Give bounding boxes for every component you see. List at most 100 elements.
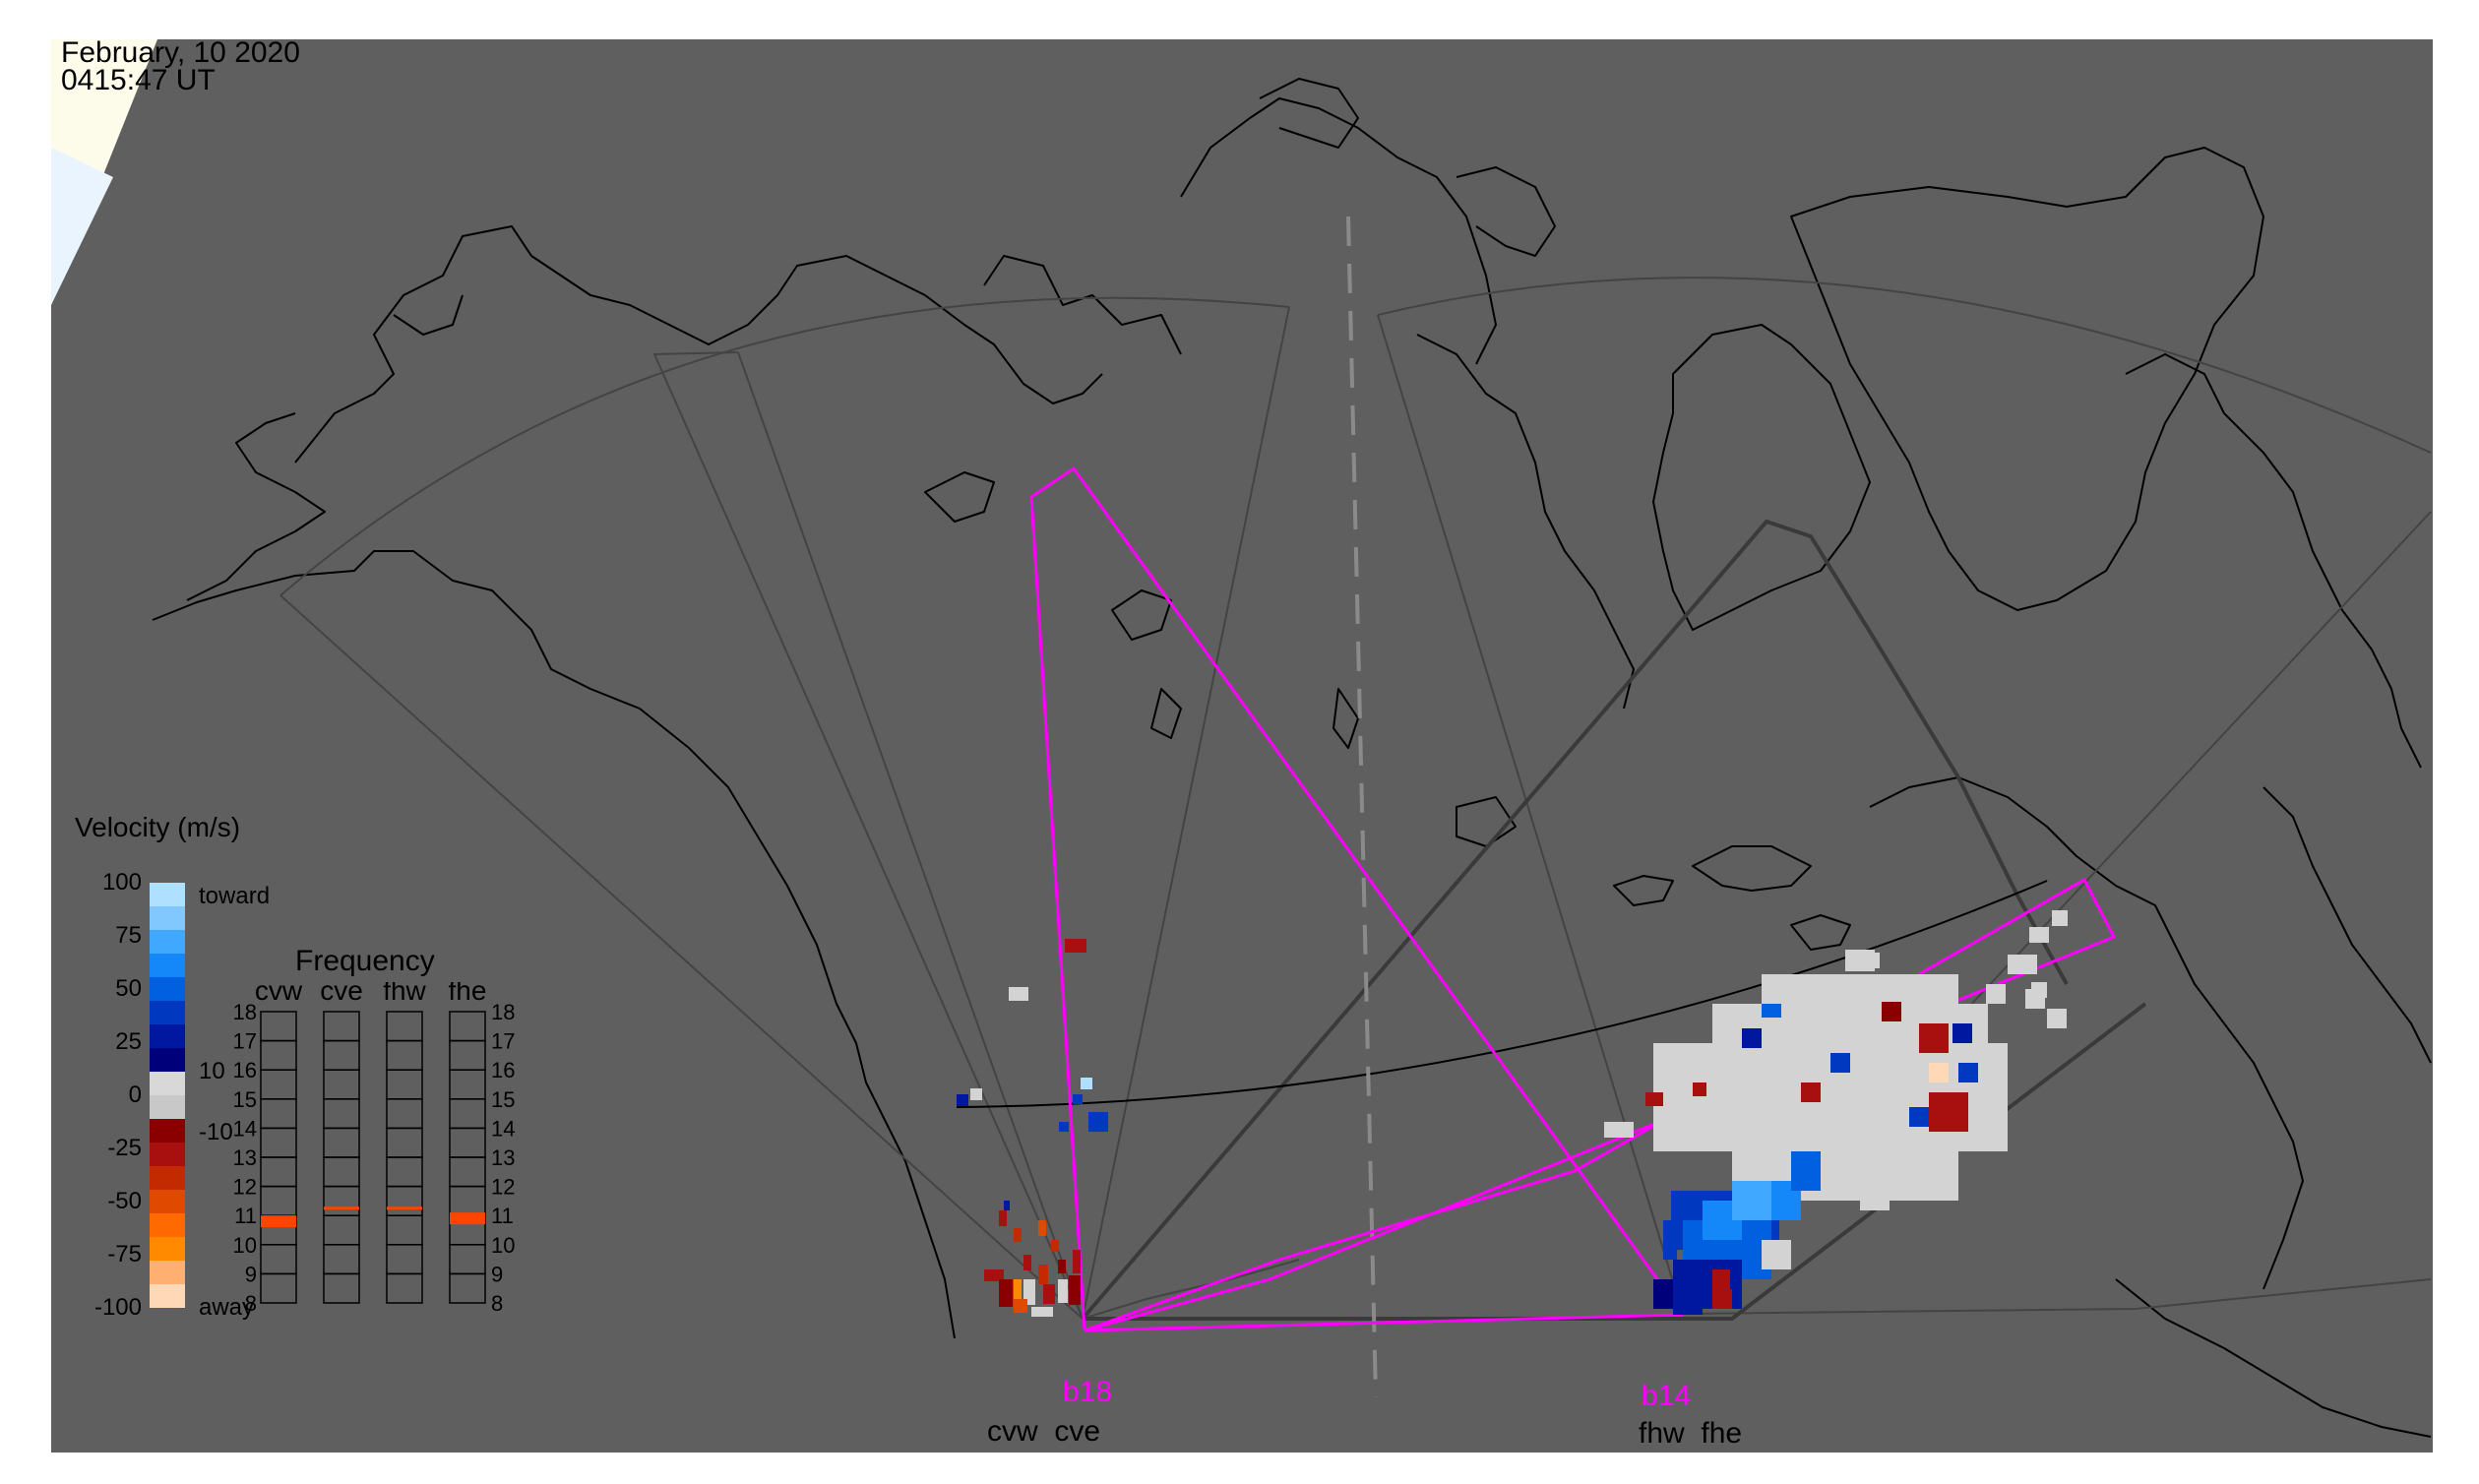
- frequency-active-bar: [324, 1206, 359, 1210]
- frequency-cell: [323, 1127, 360, 1158]
- frequency-cell: [449, 1244, 486, 1275]
- frequency-tick-label: 9: [245, 1262, 257, 1286]
- frequency-tick-label: 17: [491, 1029, 515, 1054]
- radar-label-cv: cvw cve: [987, 1348, 1100, 1482]
- frequency-cell: [260, 1272, 297, 1304]
- colorbar-segment: [150, 1143, 185, 1166]
- colorbar-segment: [150, 930, 185, 954]
- frequency-cell: [260, 1069, 297, 1100]
- colorbar-segment: [150, 1072, 185, 1095]
- frequency-tick-label: 17: [233, 1029, 257, 1054]
- frequency-cell: [323, 1098, 360, 1130]
- frequency-cell: [386, 1098, 423, 1130]
- frequency-tick-label: 16: [233, 1058, 257, 1082]
- colorbar-segment: [150, 1190, 185, 1213]
- velocity-colorbar: [150, 883, 185, 1308]
- frequency-cell: [386, 1244, 423, 1275]
- dashed-meridian: [1346, 216, 1378, 1398]
- frequency-active-bar: [387, 1206, 422, 1210]
- frequency-tick-label: 10: [233, 1233, 257, 1258]
- radar-beam-fh: b14: [1642, 1380, 1692, 1412]
- frequency-cell: [260, 1127, 297, 1158]
- frequency-tick-label: 15: [233, 1087, 257, 1112]
- frequency-tick-label: 16: [491, 1058, 515, 1082]
- frequency-cell: [449, 1156, 486, 1188]
- frequency-column-label: cve: [320, 982, 363, 1006]
- velocity-tick-label: 100: [101, 869, 142, 896]
- frequency-tick-label: 11: [234, 1204, 257, 1228]
- colorbar-segment: [150, 1261, 185, 1284]
- frequency-tick-label: 11: [491, 1204, 514, 1228]
- velocity-tick-label: 25: [115, 1028, 142, 1055]
- frequency-tick-label: 10: [491, 1233, 515, 1258]
- colorbar-segment: [150, 1024, 185, 1048]
- velocity-away-label: away: [199, 1294, 255, 1321]
- radar-codes-cv: cvw cve: [987, 1415, 1101, 1448]
- frequency-cell: [386, 1011, 423, 1042]
- frequency-active-bar: [450, 1212, 485, 1225]
- frequency-cell: [323, 1011, 360, 1042]
- backscatter-cvw: [957, 939, 1108, 1317]
- frequency-panel: Frequency cvw cve fhw fhe 18 18 17 17 16 16 15 15 14…: [226, 945, 531, 1338]
- frequency-cell: [386, 1069, 423, 1100]
- frequency-cell: [323, 1156, 360, 1188]
- frequency-cell: [323, 1272, 360, 1304]
- colorbar-segment: [150, 906, 185, 930]
- frequency-cell: [386, 1272, 423, 1304]
- colorbar-segment: [150, 1284, 185, 1308]
- colorbar-segment: [150, 883, 185, 906]
- frequency-cell: [323, 1069, 360, 1100]
- colorbar-segment: [150, 1095, 185, 1119]
- frequency-column-label: cvw: [255, 982, 303, 1006]
- colorbar-segment: [150, 1001, 185, 1024]
- frequency-tick-label: 13: [233, 1145, 257, 1170]
- frequency-cell: [323, 1214, 360, 1246]
- frequency-tick-label: 14: [491, 1116, 515, 1141]
- colorbar-segment: [150, 1237, 185, 1261]
- frequency-tick-label: 18: [233, 1000, 257, 1024]
- frequency-columns: cvw cve fhw fhe 18 18 17 17 16 16 15 15 14 14 13 13 12 12…: [226, 975, 531, 1336]
- velocity-tick-label: -25: [107, 1135, 142, 1161]
- velocity-tick-label: -50: [107, 1188, 142, 1214]
- frequency-cell: [386, 1156, 423, 1188]
- frequency-tick-label: 8: [491, 1291, 503, 1316]
- colorbar-segment: [150, 1119, 185, 1143]
- frequency-cell: [260, 1244, 297, 1275]
- timestamp: February, 10 2020 0415:47 UT: [61, 36, 300, 95]
- radar-beam-cv: b18: [1063, 1376, 1113, 1408]
- velocity-tick-label: 50: [115, 975, 142, 1002]
- frequency-cell: [449, 1185, 486, 1216]
- frequency-cell: [386, 1039, 423, 1071]
- velocity-toward-label: toward: [199, 883, 271, 909]
- velocity-ticks: 100 75 50 25 0 -25 -50 -75 -100: [59, 869, 142, 1321]
- frequency-column-label: fhe: [449, 982, 487, 1006]
- frequency-tick-label: 18: [491, 1000, 515, 1024]
- frequency-cell: [386, 1214, 423, 1246]
- frequency-tick-label: 12: [233, 1175, 257, 1200]
- velocity-tick-label: -75: [107, 1241, 142, 1268]
- frequency-tick-label: 14: [233, 1116, 257, 1141]
- latitude-arc: [956, 880, 2048, 1108]
- frequency-tick-label: 8: [245, 1291, 257, 1316]
- frequency-cell: [260, 1156, 297, 1188]
- frequency-tick-label: 9: [491, 1262, 503, 1286]
- frequency-tick-label: 12: [491, 1175, 515, 1200]
- frequency-cell: [323, 1185, 360, 1216]
- frequency-cell: [449, 1127, 486, 1158]
- velocity-title: Velocity (m/s): [75, 812, 241, 842]
- frequency-cell: [449, 1069, 486, 1100]
- velocity-inner-label-10: 10: [199, 1058, 225, 1084]
- coastlines: [152, 78, 2432, 1438]
- frequency-tick-label: 15: [491, 1087, 515, 1112]
- frequency-cell: [260, 1039, 297, 1071]
- radar-label-fh: fhw fhe: [1639, 1350, 1742, 1484]
- frequency-tick-label: 13: [491, 1145, 515, 1170]
- frequency-cell: [449, 1098, 486, 1130]
- sky-corner: [51, 148, 113, 305]
- frequency-active-bar: [261, 1215, 296, 1228]
- frequency-cell: [386, 1185, 423, 1216]
- beam-highlights: [1029, 465, 2117, 1332]
- timestamp-date: February, 10 2020: [61, 36, 300, 69]
